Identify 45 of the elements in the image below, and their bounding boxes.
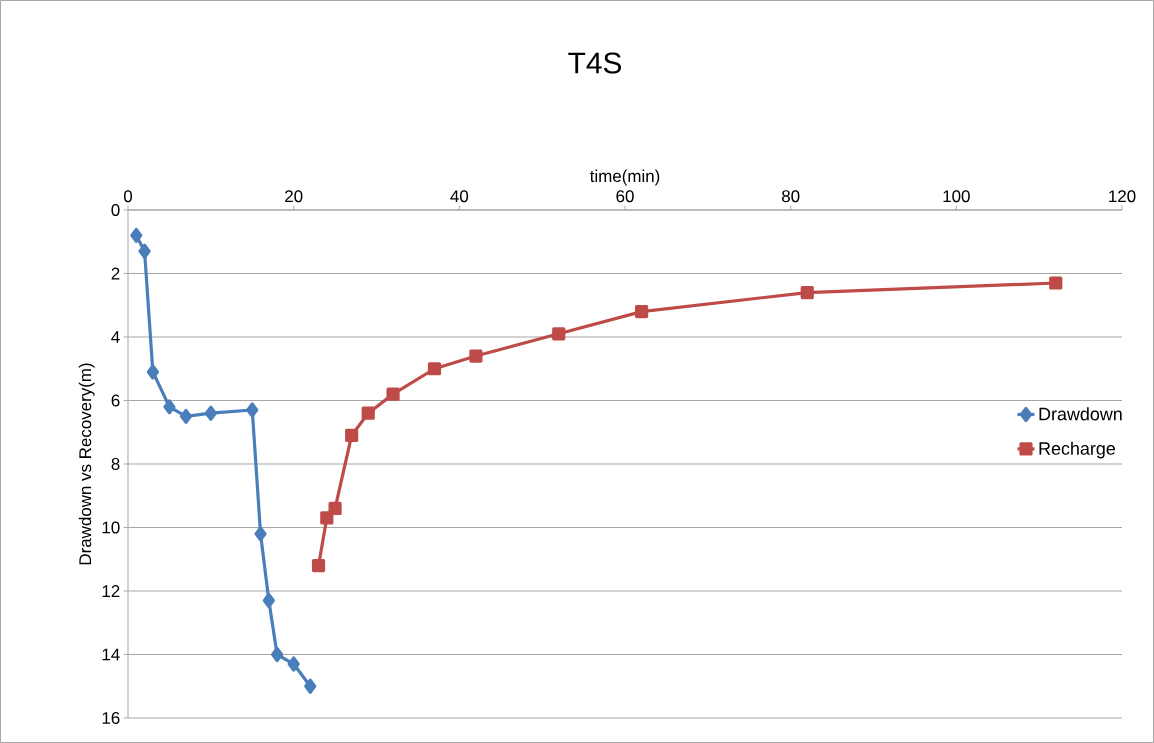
- x-axis-title: time(min): [589, 169, 660, 186]
- point: [138, 243, 151, 259]
- y-tick-label: 8: [111, 457, 120, 470]
- chart-title: T4S: [568, 52, 622, 74]
- point: [163, 399, 176, 415]
- point: [469, 349, 483, 363]
- point: [320, 511, 334, 525]
- y-tick-label: 2: [111, 267, 120, 280]
- point: [262, 592, 275, 609]
- point: [552, 327, 566, 341]
- point: [271, 646, 284, 663]
- point: [427, 362, 442, 376]
- point: [800, 285, 814, 300]
- point: [304, 678, 317, 694]
- legend-label: Drawdown: [1039, 407, 1122, 421]
- legend-label: Recharge: [1039, 441, 1115, 459]
- point: [179, 408, 193, 424]
- y-tick-label: 0: [111, 203, 120, 216]
- point: [246, 402, 259, 418]
- point: [328, 501, 342, 516]
- point: [1049, 276, 1063, 290]
- x-tick-label: 0: [123, 190, 133, 203]
- point: [386, 387, 400, 401]
- point: [361, 406, 375, 420]
- x-tick-label: 60: [616, 190, 634, 203]
- point: [345, 428, 359, 443]
- y-tick-label: 6: [111, 394, 120, 407]
- y-tick-label: 14: [102, 648, 120, 661]
- point: [634, 304, 649, 319]
- y-tick-label: 10: [102, 521, 120, 534]
- point: [204, 405, 217, 421]
- x-tick-label: 40: [450, 190, 469, 203]
- x-tick-label: 120: [1109, 190, 1136, 203]
- point: [287, 656, 300, 672]
- x-tick-label: 20: [285, 190, 303, 203]
- y-tick-label: 4: [111, 331, 120, 343]
- y-axis-title: Drawdown vs Recovery(m): [78, 363, 95, 565]
- y-tick-label: 12: [102, 585, 120, 597]
- x-tick-label: 80: [781, 190, 800, 203]
- point: [311, 558, 326, 573]
- y-tick-label: 16: [102, 711, 120, 724]
- x-tick-label: 100: [943, 190, 970, 203]
- point: [146, 364, 159, 380]
- point: [254, 526, 267, 542]
- point: [130, 227, 143, 243]
